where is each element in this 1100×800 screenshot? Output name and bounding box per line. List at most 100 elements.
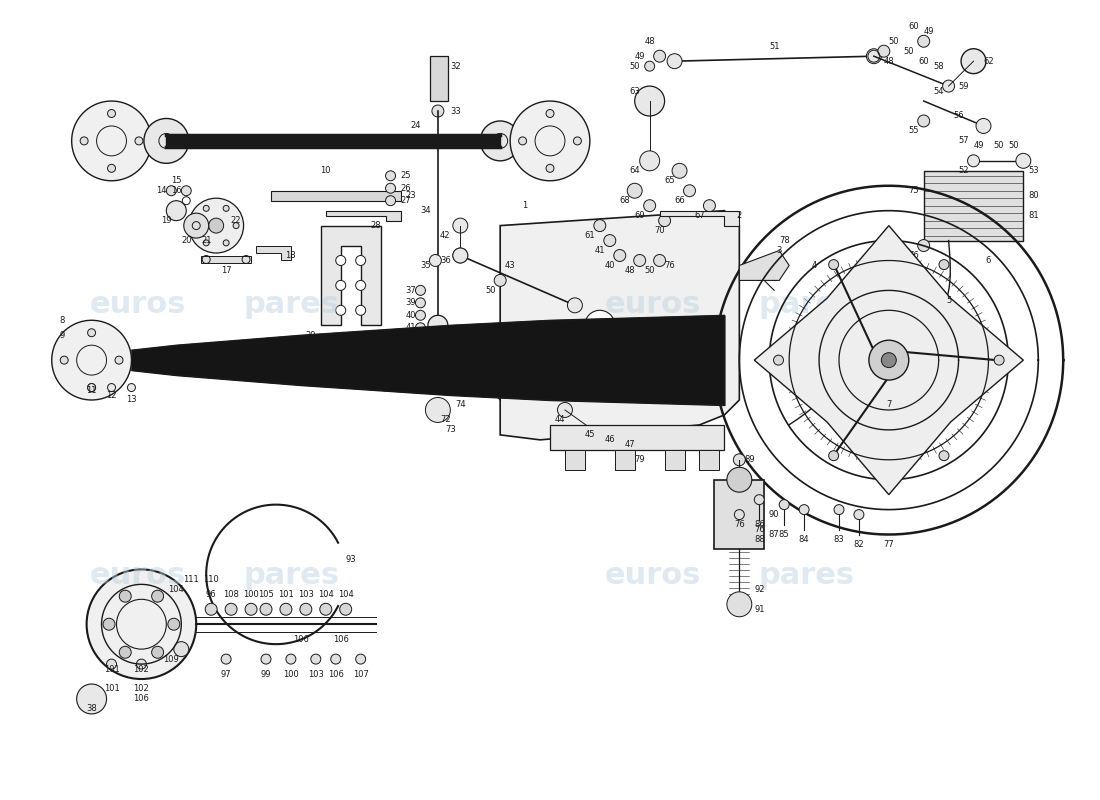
Text: 90: 90 bbox=[769, 510, 780, 519]
Bar bbox=[714, 480, 764, 550]
Text: 62: 62 bbox=[983, 57, 993, 66]
Text: 42: 42 bbox=[440, 231, 451, 240]
Circle shape bbox=[320, 603, 332, 615]
Text: 110: 110 bbox=[204, 575, 219, 584]
Text: 96: 96 bbox=[206, 590, 217, 599]
Text: 100: 100 bbox=[283, 670, 299, 678]
Circle shape bbox=[867, 49, 881, 64]
Circle shape bbox=[223, 240, 229, 246]
Bar bbox=[664, 450, 684, 470]
Circle shape bbox=[645, 61, 654, 71]
Circle shape bbox=[116, 356, 123, 364]
Circle shape bbox=[144, 118, 189, 163]
Circle shape bbox=[799, 505, 810, 514]
Text: 88: 88 bbox=[754, 535, 764, 544]
Text: 63: 63 bbox=[629, 86, 640, 95]
Text: 102: 102 bbox=[133, 685, 150, 694]
Text: 79: 79 bbox=[635, 455, 645, 464]
Bar bbox=[615, 450, 635, 470]
Text: 49: 49 bbox=[923, 26, 934, 36]
Circle shape bbox=[968, 155, 979, 167]
Circle shape bbox=[917, 239, 930, 251]
Text: 22: 22 bbox=[231, 216, 241, 225]
Text: 49: 49 bbox=[635, 52, 645, 61]
Circle shape bbox=[416, 322, 426, 333]
Text: 9: 9 bbox=[59, 330, 64, 340]
Circle shape bbox=[653, 50, 666, 62]
Circle shape bbox=[976, 118, 991, 134]
Circle shape bbox=[634, 254, 646, 266]
Circle shape bbox=[627, 183, 642, 198]
Circle shape bbox=[546, 164, 554, 172]
Polygon shape bbox=[321, 226, 381, 326]
Text: 64: 64 bbox=[629, 166, 640, 175]
Text: 60: 60 bbox=[909, 22, 918, 31]
Text: 73: 73 bbox=[446, 426, 455, 434]
Circle shape bbox=[481, 121, 520, 161]
Circle shape bbox=[343, 358, 359, 373]
Circle shape bbox=[416, 298, 426, 308]
Text: 5: 5 bbox=[946, 296, 952, 305]
Text: 44: 44 bbox=[554, 415, 565, 425]
Circle shape bbox=[594, 220, 606, 231]
Polygon shape bbox=[739, 250, 789, 281]
Circle shape bbox=[672, 163, 688, 178]
Circle shape bbox=[585, 310, 615, 340]
Text: 59: 59 bbox=[958, 82, 969, 90]
Circle shape bbox=[546, 110, 554, 118]
Text: 87: 87 bbox=[769, 530, 780, 539]
Text: 99: 99 bbox=[261, 670, 272, 678]
Text: 24: 24 bbox=[410, 122, 420, 130]
Text: 104: 104 bbox=[168, 585, 184, 594]
Circle shape bbox=[355, 654, 365, 664]
Circle shape bbox=[245, 603, 257, 615]
Text: 21: 21 bbox=[201, 236, 211, 245]
Text: 11: 11 bbox=[86, 386, 97, 394]
Circle shape bbox=[828, 450, 838, 461]
Text: 46: 46 bbox=[605, 435, 615, 444]
Text: 50: 50 bbox=[1008, 142, 1019, 150]
Text: 49: 49 bbox=[974, 142, 983, 150]
Circle shape bbox=[704, 200, 715, 212]
Circle shape bbox=[604, 234, 616, 246]
Text: 111: 111 bbox=[184, 575, 199, 584]
Circle shape bbox=[108, 164, 115, 172]
Circle shape bbox=[416, 348, 426, 358]
Circle shape bbox=[683, 185, 695, 197]
Text: 48: 48 bbox=[883, 57, 894, 66]
Circle shape bbox=[779, 500, 789, 510]
Circle shape bbox=[189, 198, 243, 253]
Text: 53: 53 bbox=[1028, 166, 1038, 175]
Circle shape bbox=[119, 590, 131, 602]
Circle shape bbox=[573, 137, 582, 145]
Text: 4: 4 bbox=[812, 261, 816, 270]
Circle shape bbox=[336, 306, 345, 315]
Text: 26: 26 bbox=[400, 184, 410, 193]
Circle shape bbox=[939, 260, 949, 270]
Circle shape bbox=[558, 402, 572, 418]
Circle shape bbox=[136, 659, 146, 669]
Circle shape bbox=[735, 510, 745, 519]
Text: 108: 108 bbox=[223, 590, 239, 599]
Circle shape bbox=[961, 49, 986, 74]
Bar bbox=[700, 450, 719, 470]
Text: 57: 57 bbox=[958, 137, 969, 146]
Text: 1: 1 bbox=[522, 201, 528, 210]
Circle shape bbox=[204, 206, 209, 211]
Text: 103: 103 bbox=[298, 590, 314, 599]
Polygon shape bbox=[326, 210, 400, 221]
Circle shape bbox=[166, 186, 176, 196]
Circle shape bbox=[88, 383, 96, 391]
Circle shape bbox=[355, 306, 365, 315]
Text: euros: euros bbox=[605, 561, 701, 590]
Text: 103: 103 bbox=[308, 670, 323, 678]
Text: 20: 20 bbox=[182, 236, 191, 245]
Text: 93: 93 bbox=[345, 555, 356, 564]
Circle shape bbox=[432, 105, 444, 117]
Text: 30: 30 bbox=[345, 350, 356, 360]
Text: 82: 82 bbox=[854, 540, 865, 549]
Text: 104: 104 bbox=[338, 590, 353, 599]
Text: 41: 41 bbox=[405, 323, 416, 332]
Circle shape bbox=[429, 254, 441, 266]
Text: 18: 18 bbox=[286, 251, 296, 260]
